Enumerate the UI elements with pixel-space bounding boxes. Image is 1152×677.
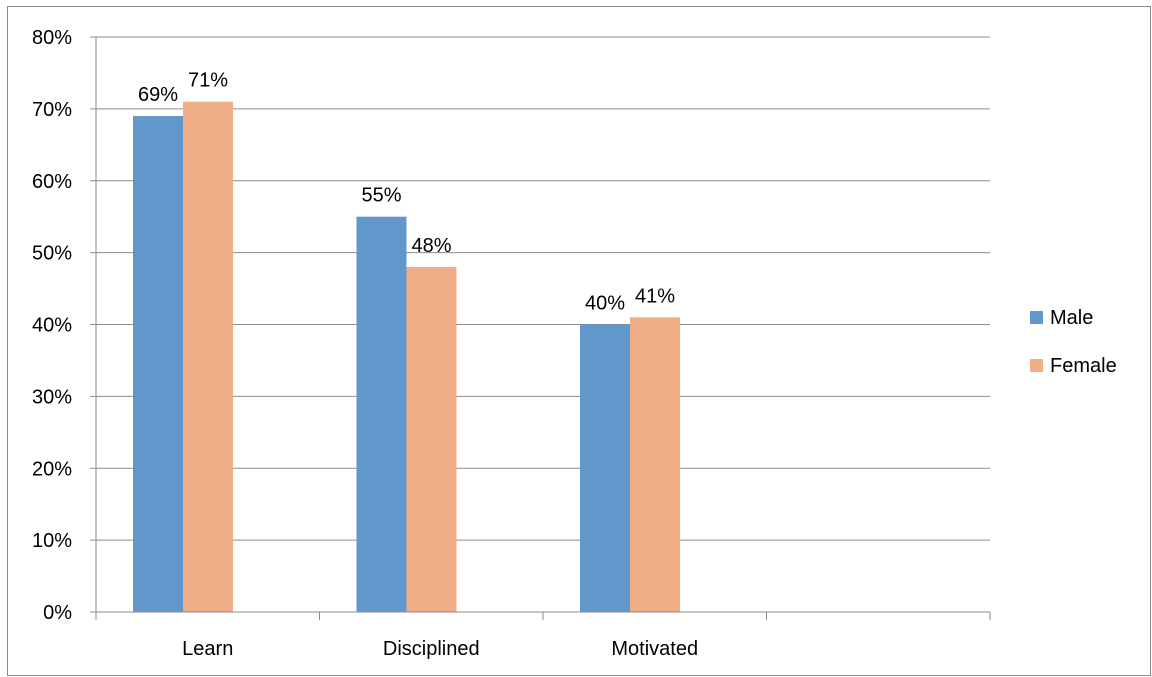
y-tick-label: 0% xyxy=(43,602,72,624)
bar xyxy=(133,116,183,612)
data-labels: 69% 71% 55% 48% 40% 41% xyxy=(138,70,675,315)
y-tick-label: 60% xyxy=(32,171,72,193)
y-tick-label: 80% xyxy=(32,27,72,49)
x-axis: Learn Disciplined Motivated xyxy=(95,37,991,660)
gridlines xyxy=(96,36,990,541)
bar xyxy=(356,216,407,612)
y-tick-label: 30% xyxy=(32,386,72,408)
x-tick-label: Motivated xyxy=(611,638,698,660)
data-label: 55% xyxy=(361,185,401,207)
data-label: 40% xyxy=(585,293,625,315)
data-label: 48% xyxy=(411,235,451,257)
legend-label: Female xyxy=(1050,355,1117,377)
data-label: 69% xyxy=(138,84,178,106)
legend-swatch xyxy=(1030,311,1043,324)
legend-label: Male xyxy=(1050,307,1093,329)
bars xyxy=(133,101,680,612)
bar xyxy=(580,324,630,612)
bar xyxy=(630,317,680,612)
y-axis-ticks: 0% 10% 20% 30% 40% 50% 60% 70% 80% xyxy=(32,27,96,624)
y-tick-label: 50% xyxy=(32,243,72,265)
data-label: 41% xyxy=(635,285,675,307)
legend: Male Female xyxy=(1030,307,1117,377)
x-tick-label: Learn xyxy=(182,638,233,660)
y-tick-label: 20% xyxy=(32,458,72,480)
y-tick-label: 70% xyxy=(32,99,72,121)
bar xyxy=(406,267,457,612)
x-tick-label: Disciplined xyxy=(383,638,480,660)
bar xyxy=(183,101,233,612)
y-tick-label: 10% xyxy=(32,530,72,552)
data-label: 71% xyxy=(188,70,228,92)
y-tick-label: 40% xyxy=(32,315,72,337)
legend-swatch xyxy=(1030,359,1043,372)
